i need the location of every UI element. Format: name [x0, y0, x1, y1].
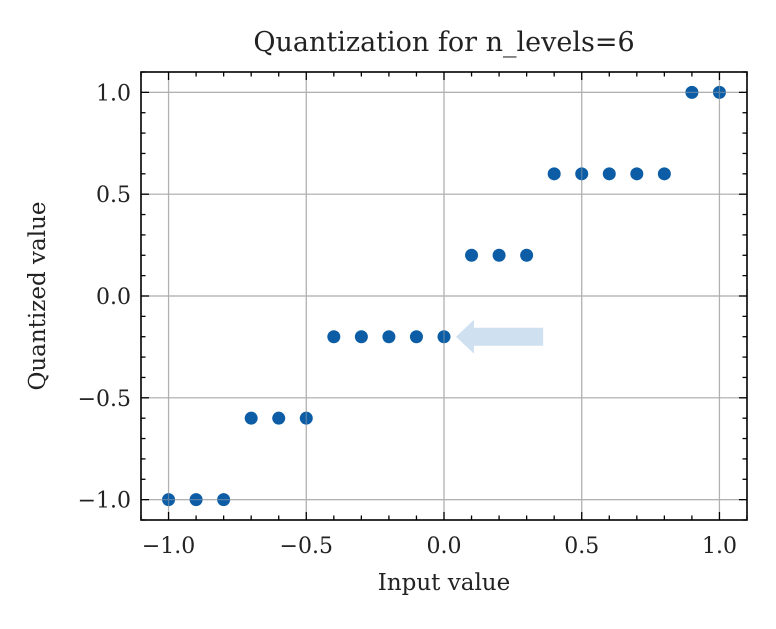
y-tick-label: −0.5 [78, 387, 131, 412]
data-point [327, 330, 341, 344]
data-point [602, 167, 616, 181]
data-point [217, 493, 231, 507]
x-tick-label: −0.5 [280, 534, 333, 559]
y-tick-label: −1.0 [78, 489, 131, 514]
data-point [382, 330, 396, 344]
data-point [437, 330, 451, 344]
grid [141, 72, 747, 520]
y-tick-label: 0.5 [96, 183, 131, 208]
data-point [630, 167, 644, 181]
data-point [547, 167, 561, 181]
data-point [244, 411, 258, 425]
x-tick-label: 1.0 [702, 534, 737, 559]
x-axis-label: Input value [378, 570, 510, 596]
data-point [492, 248, 506, 262]
arrow-shape [456, 319, 544, 354]
x-tick-label: 0.0 [427, 534, 462, 559]
grid-overlay [141, 72, 747, 520]
data-point [685, 85, 699, 99]
data-point [354, 330, 368, 344]
plot-frame [140, 71, 748, 521]
data-point [657, 167, 671, 181]
x-tick-label: 0.5 [564, 534, 599, 559]
data-point [272, 411, 286, 425]
data-point [712, 85, 726, 99]
y-tick-label: 1.0 [96, 81, 131, 106]
data-point [189, 493, 203, 507]
annotation-arrow [456, 319, 544, 354]
data-point [575, 167, 589, 181]
data-point [162, 493, 176, 507]
y-tick-label: 0.0 [96, 285, 131, 310]
y-tick-labels: −1.0 −0.5 0.0 0.5 1.0 [78, 81, 131, 513]
data-point [409, 330, 423, 344]
chart-title: Quantization for n_levels=6 [253, 27, 634, 58]
x-tick-label: −1.0 [142, 534, 195, 559]
y-axis-label: Quantized value [25, 201, 51, 390]
data-points [162, 85, 726, 507]
data-point [465, 248, 479, 262]
data-point [299, 411, 313, 425]
data-point [520, 248, 534, 262]
x-tick-labels: −1.0 −0.5 0.0 0.5 1.0 [142, 534, 737, 559]
